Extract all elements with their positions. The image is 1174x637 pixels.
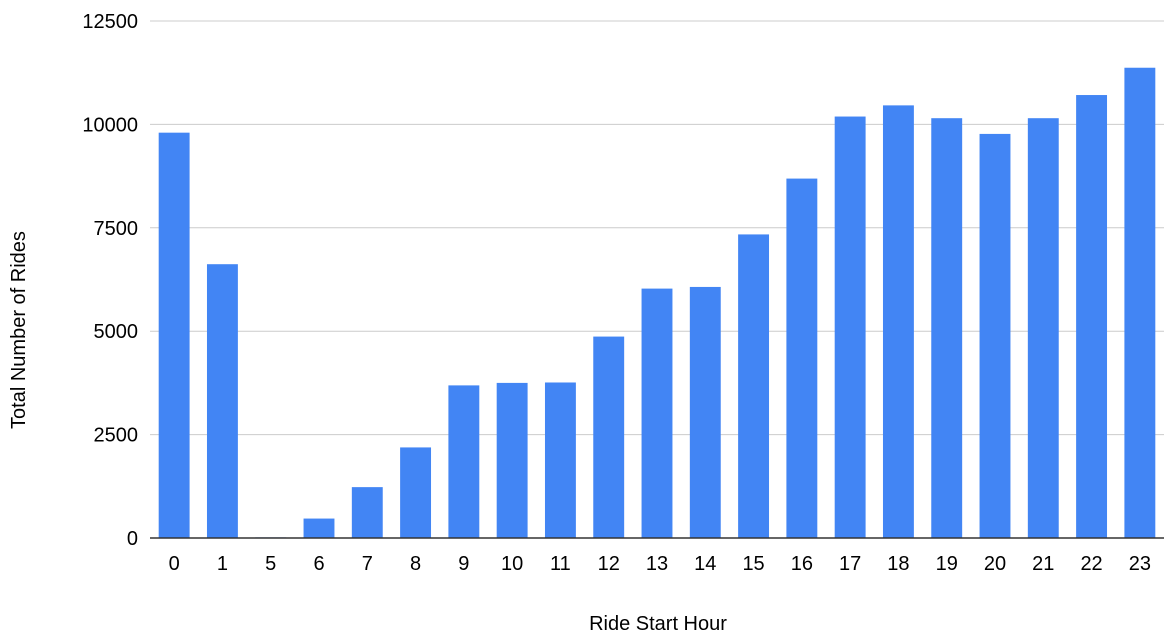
y-tick-label: 7500: [94, 218, 139, 240]
bar-23: [1124, 67, 1156, 538]
x-tick-label: 11: [550, 553, 571, 575]
bar-22: [1076, 95, 1108, 539]
x-tick-label: 16: [791, 553, 813, 575]
x-axis-title: Ride Start Hour: [589, 613, 727, 635]
bar-19: [931, 118, 963, 539]
bar-10: [496, 382, 528, 538]
bar-9: [448, 385, 480, 538]
bar-11: [544, 382, 576, 538]
x-tick-label: 8: [410, 553, 421, 575]
x-tick-label: 1: [217, 553, 228, 575]
x-tick-label: 5: [265, 553, 276, 575]
bar-17: [834, 116, 866, 539]
bar-14: [689, 286, 721, 538]
bar-0: [158, 132, 190, 538]
bar-7: [351, 487, 383, 538]
bars: [158, 67, 1156, 539]
x-tick-label: 23: [1129, 553, 1151, 575]
bar-21: [1027, 118, 1059, 539]
bar-20: [979, 133, 1011, 539]
bar-8: [400, 447, 432, 538]
bar-12: [593, 336, 625, 538]
bar-15: [738, 234, 770, 538]
x-tick-label: 10: [501, 553, 523, 575]
bar-18: [882, 105, 914, 539]
bar-16: [786, 178, 818, 538]
x-tick-label: 19: [936, 553, 958, 575]
y-tick-label: 0: [127, 528, 138, 550]
x-tick-label: 22: [1080, 553, 1102, 575]
bar-13: [641, 288, 673, 538]
bar-6: [303, 518, 335, 538]
y-tick-label: 10000: [82, 114, 138, 136]
x-tick-label: 12: [598, 553, 620, 575]
x-tick-label: 17: [839, 553, 861, 575]
x-tick-label: 13: [646, 553, 668, 575]
x-tick-label: 21: [1032, 553, 1054, 575]
y-axis-title: Total Number of Rides: [8, 231, 30, 429]
x-tick-label: 20: [984, 553, 1006, 575]
x-tick-label: 14: [694, 553, 716, 575]
y-tick-label: 2500: [94, 425, 139, 447]
x-tick-label: 0: [169, 553, 180, 575]
y-tick-label: 5000: [94, 321, 139, 343]
x-tick-label: 18: [887, 553, 909, 575]
x-tick-label: 6: [313, 553, 324, 575]
y-tick-label: 12500: [82, 11, 138, 33]
x-tick-label: 9: [458, 553, 469, 575]
x-tick-label: 15: [742, 553, 764, 575]
x-tick-label: 7: [362, 553, 373, 575]
bar-1: [206, 264, 238, 538]
